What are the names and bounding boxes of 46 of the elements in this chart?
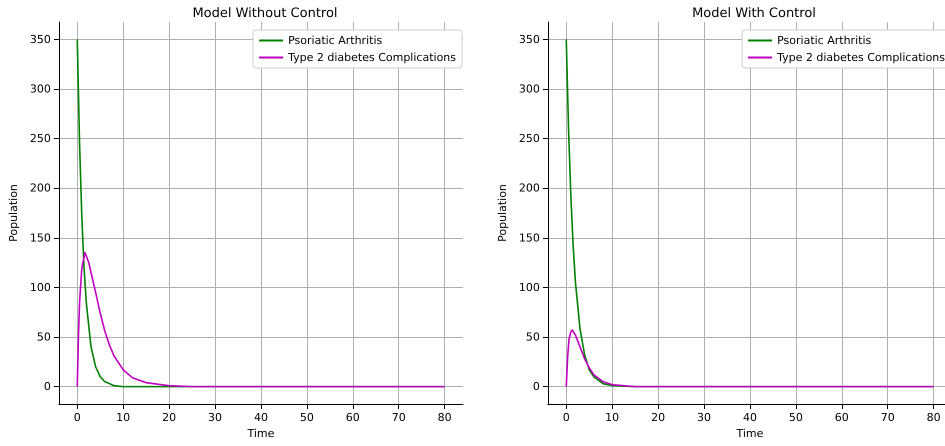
y-tick-label: 0 [532, 380, 540, 394]
y-tick-label: 300 [30, 82, 51, 96]
y-tick-label: 200 [30, 182, 51, 195]
x-tick-label: 80 [438, 411, 452, 424]
legend-label: Type 2 diabetes Complications [287, 51, 456, 64]
y-tick-label: 350 [518, 32, 540, 46]
x-tick-label: 60 [346, 411, 360, 424]
line-series [565, 329, 934, 388]
y-tick-label: 50 [526, 330, 540, 344]
x-tick-label: 0 [74, 411, 81, 424]
x-tick-label: 10 [116, 411, 130, 424]
y-tick-label: 300 [518, 82, 540, 96]
legend-label: Type 2 diabetes Complications [776, 51, 945, 64]
y-tick-label: 350 [30, 32, 51, 46]
x-tick-label: 70 [880, 411, 895, 424]
y-axis-title: Population [7, 184, 20, 242]
y-tick-label: 200 [518, 182, 540, 195]
x-tick-label: 40 [254, 411, 268, 424]
chart-title: Model With Control [692, 6, 816, 21]
line-series [76, 252, 446, 388]
y-tick-label: 250 [518, 132, 540, 146]
x-axis-title: Time [246, 426, 275, 440]
y-tick-label: 150 [518, 231, 540, 244]
x-tick-label: 70 [392, 411, 406, 424]
x-tick-label: 20 [162, 411, 176, 424]
legend-label: Psoriatic Arthritis [777, 34, 872, 47]
x-tick-label: 50 [788, 411, 803, 424]
x-tick-label: 20 [651, 411, 666, 424]
x-tick-label: 0 [562, 411, 570, 424]
x-tick-label: 10 [605, 411, 620, 424]
x-tick-label: 60 [834, 411, 849, 424]
chart-title: Model Without Control [192, 6, 338, 21]
x-tick-label: 80 [926, 411, 941, 424]
x-tick-label: 40 [742, 411, 757, 424]
y-tick-label: 100 [518, 280, 540, 294]
y-tick-label: 100 [30, 280, 51, 294]
x-tick-label: 50 [300, 411, 314, 424]
x-tick-label: 30 [697, 411, 712, 424]
y-tick-label: 0 [44, 380, 51, 394]
x-tick-label: 30 [208, 411, 222, 424]
y-tick-label: 50 [36, 330, 51, 344]
y-tick-label: 150 [30, 231, 51, 244]
legend-label: Psoriatic Arthritis [288, 34, 383, 47]
x-axis-title: Time [735, 426, 764, 440]
y-tick-label: 250 [30, 132, 51, 146]
y-axis-title: Population [496, 184, 509, 242]
